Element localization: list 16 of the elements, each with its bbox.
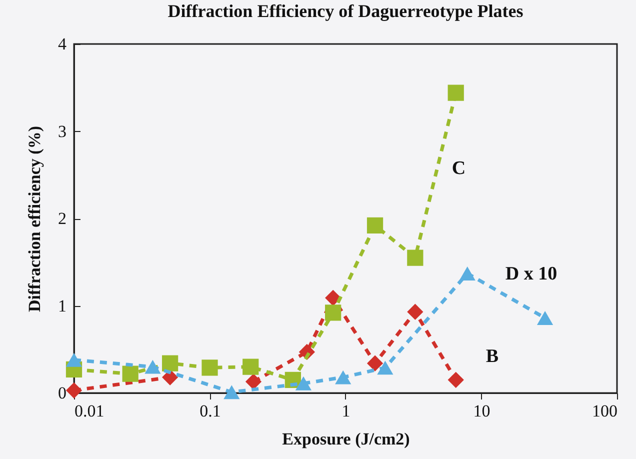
x-tick-label: 1	[342, 402, 350, 420]
y-axis-title: Diffraction efficiency (%)	[25, 126, 44, 312]
series-label: C	[452, 158, 466, 179]
series-label: D x 10	[505, 263, 558, 284]
x-axis-title: Exposure (J/cm2)	[282, 430, 410, 448]
y-tick-label: 0	[58, 384, 66, 402]
x-tick-label: 0.01	[74, 402, 104, 420]
chart-title: Diffraction Efficiency of Daguerreotype Plates	[168, 1, 524, 21]
y-tick-label: 3	[58, 122, 66, 141]
x-tick-label: 0.1	[200, 402, 221, 420]
y-tick-label: 2	[58, 209, 66, 228]
x-tick-label: 100	[592, 402, 618, 420]
y-tick-label: 4	[58, 34, 67, 54]
x-tick-label: 10	[473, 402, 490, 420]
y-tick-label: 1	[58, 296, 66, 316]
series-label: B	[486, 346, 499, 367]
